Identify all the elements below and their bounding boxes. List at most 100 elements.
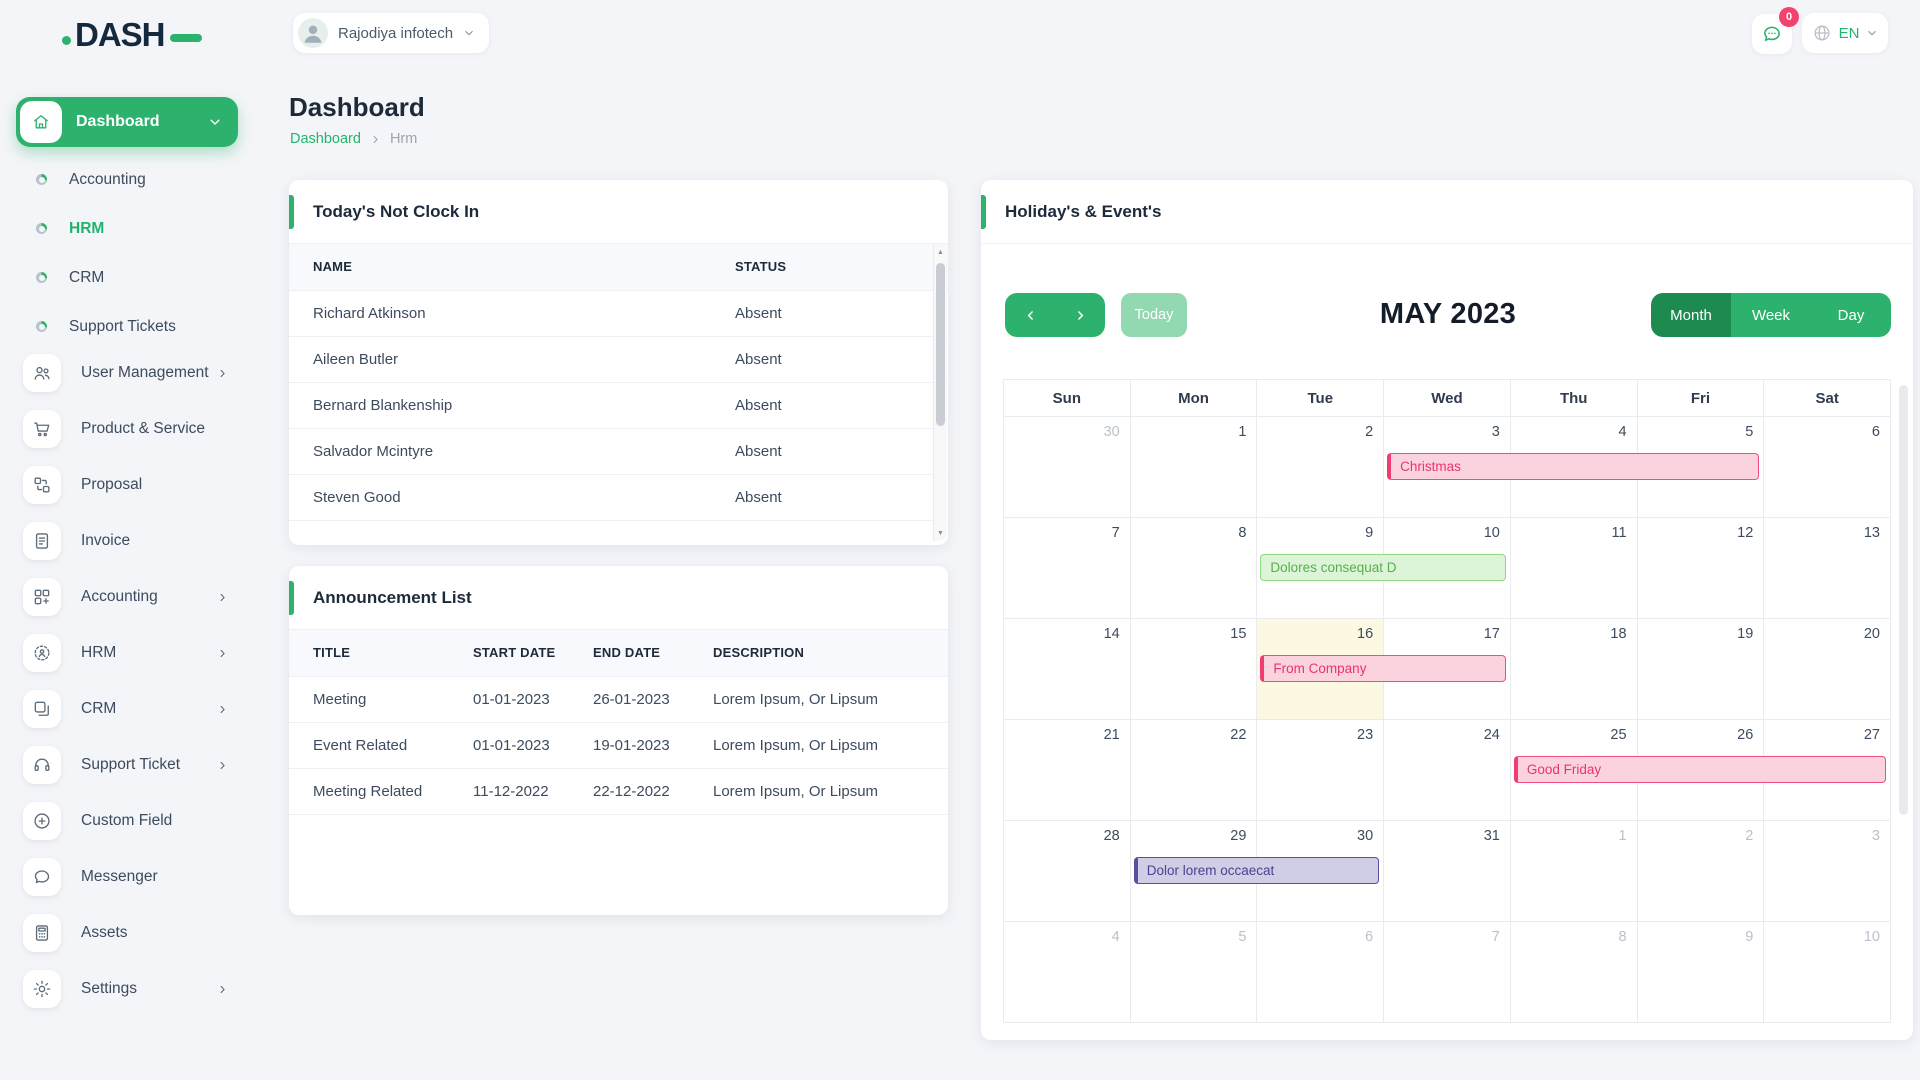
language-selector[interactable]: EN bbox=[1802, 13, 1888, 53]
day-number: 4 bbox=[1618, 424, 1627, 440]
calendar-week-row: 28 29 30 31 1 2 3 Dolor lorem occaecat bbox=[1004, 821, 1891, 922]
calendar-scrollbar[interactable] bbox=[1899, 385, 1908, 815]
scroll-down-icon[interactable]: ▼ bbox=[937, 530, 944, 537]
table-row[interactable]: Salvador Mcintyre Absent bbox=[289, 428, 948, 475]
table-row[interactable]: Aileen Butler Absent bbox=[289, 336, 948, 383]
calendar-card-header: Holiday's & Event's bbox=[981, 180, 1913, 244]
view-week-button[interactable]: Week bbox=[1731, 293, 1811, 337]
calendar-day[interactable]: 30 bbox=[1004, 417, 1131, 517]
calendar-day[interactable]: 18 bbox=[1511, 619, 1638, 719]
calendar-event-from-company[interactable]: From Company bbox=[1260, 655, 1506, 682]
calendar-day[interactable]: 12 bbox=[1638, 518, 1765, 618]
table-row[interactable]: Bernard Blankenship Absent bbox=[289, 382, 948, 429]
calendar-day[interactable]: 7 bbox=[1004, 518, 1131, 618]
calendar-day[interactable]: 23 bbox=[1257, 720, 1385, 820]
calendar-day[interactable]: 10 bbox=[1384, 518, 1511, 618]
calendar-day[interactable]: 30 bbox=[1257, 821, 1385, 921]
table-cell: Lorem Ipsum, Or Lipsum bbox=[712, 768, 948, 815]
calendar-event-good-friday[interactable]: Good Friday bbox=[1513, 756, 1886, 783]
scrollbar-thumb[interactable] bbox=[936, 263, 945, 426]
today-button[interactable]: Today bbox=[1121, 293, 1187, 337]
calendar-day[interactable]: 15 bbox=[1131, 619, 1258, 719]
calendar-day[interactable]: 6 bbox=[1764, 417, 1891, 517]
day-number: 25 bbox=[1610, 727, 1627, 743]
day-number: 26 bbox=[1737, 727, 1754, 743]
day-number: 3 bbox=[1871, 828, 1880, 844]
calendar-day[interactable]: 1 bbox=[1131, 417, 1258, 517]
calendar-day[interactable]: 5 bbox=[1131, 922, 1258, 1022]
sidebar-item-assets[interactable]: Assets bbox=[0, 905, 264, 961]
calendar-day[interactable]: 10 bbox=[1764, 922, 1891, 1022]
table-cell: Event Related bbox=[289, 722, 472, 769]
calendar-day[interactable]: 2 bbox=[1638, 821, 1765, 921]
calendar-day[interactable]: 9 bbox=[1638, 922, 1765, 1022]
chevron-right-icon bbox=[217, 368, 228, 379]
calendar-day[interactable]: 2 bbox=[1257, 417, 1385, 517]
chevron-right-icon bbox=[217, 648, 228, 659]
calendar-event-dolor-lorem-occaecat[interactable]: Dolor lorem occaecat bbox=[1133, 857, 1380, 884]
view-month-button[interactable]: Month bbox=[1651, 293, 1731, 337]
prev-month-button[interactable] bbox=[1005, 293, 1055, 337]
calendar-day[interactable]: 7 bbox=[1384, 922, 1511, 1022]
table-row[interactable]: Meeting 01-01-2023 26-01-2023 Lorem Ipsum, … bbox=[289, 676, 948, 723]
calendar-week-row: 7 8 9 10 11 12 13 Dolores consequat D bbox=[1004, 518, 1891, 619]
calendar-day[interactable]: 24 bbox=[1384, 720, 1511, 820]
sidebar-item-accounting[interactable]: Accounting bbox=[0, 569, 264, 625]
calendar-day[interactable]: 21 bbox=[1004, 720, 1131, 820]
company-selector[interactable]: Rajodiya infotech bbox=[293, 13, 490, 53]
sidebar-item-dashboard[interactable]: Dashboard bbox=[16, 97, 238, 147]
sidebar-subitem-accounting[interactable]: Accounting bbox=[0, 155, 264, 204]
table-cell: Salvador Mcintyre bbox=[289, 428, 734, 475]
sidebar-item-crm[interactable]: CRM bbox=[0, 681, 264, 737]
calendar-day[interactable]: 4 bbox=[1004, 922, 1131, 1022]
calendar-day[interactable]: 8 bbox=[1511, 922, 1638, 1022]
calendar-day[interactable]: 31 bbox=[1384, 821, 1511, 921]
sidebar-subitem-crm[interactable]: CRM bbox=[0, 253, 264, 302]
sidebar-subitem-hrm[interactable]: HRM bbox=[0, 204, 264, 253]
table-cell: 01-01-2023 bbox=[472, 676, 592, 723]
calendar-day[interactable]: 14 bbox=[1004, 619, 1131, 719]
table-row[interactable]: Event Related 01-01-2023 19-01-2023 Lorem I… bbox=[289, 722, 948, 769]
calendar-day[interactable]: 19 bbox=[1638, 619, 1765, 719]
table-scrollbar[interactable]: ▲ ▼ bbox=[933, 245, 947, 541]
calendar-event-dolores-consequat-d[interactable]: Dolores consequat D bbox=[1260, 554, 1506, 581]
sidebar-item-product-service[interactable]: Product & Service bbox=[0, 401, 264, 457]
view-day-button[interactable]: Day bbox=[1811, 293, 1891, 337]
table-row[interactable]: Richard Atkinson Absent bbox=[289, 290, 948, 337]
sidebar-item-hrm[interactable]: HRM bbox=[0, 625, 264, 681]
day-number: 1 bbox=[1618, 828, 1627, 844]
table-row[interactable]: Steven Good Absent bbox=[289, 474, 948, 521]
calendar-day[interactable]: 8 bbox=[1131, 518, 1258, 618]
calendar-day[interactable]: 3 bbox=[1764, 821, 1891, 921]
breadcrumb-dashboard-link[interactable]: Dashboard bbox=[290, 131, 361, 147]
calendar-day[interactable]: 20 bbox=[1764, 619, 1891, 719]
sidebar-item-messenger[interactable]: Messenger bbox=[0, 849, 264, 905]
app-logo[interactable]: DASH bbox=[62, 16, 202, 54]
calendar-day[interactable]: 17 bbox=[1384, 619, 1511, 719]
calendar-day[interactable]: 28 bbox=[1004, 821, 1131, 921]
sidebar-item-settings[interactable]: Settings bbox=[0, 961, 264, 1017]
sidebar-subitem-support-tickets[interactable]: Support Tickets bbox=[0, 302, 264, 351]
day-number: 9 bbox=[1745, 929, 1754, 945]
day-number: 27 bbox=[1863, 727, 1880, 743]
sidebar-item-invoice[interactable]: Invoice bbox=[0, 513, 264, 569]
calendar-day[interactable]: 5 bbox=[1638, 417, 1765, 517]
table-row[interactable]: Meeting Related 11-12-2022 22-12-2022 Lorem… bbox=[289, 768, 948, 815]
messages-button[interactable]: 0 bbox=[1752, 7, 1799, 54]
sidebar-item-custom-field[interactable]: Custom Field bbox=[0, 793, 264, 849]
workflow-icon bbox=[23, 466, 61, 504]
chevron-right-icon bbox=[217, 704, 228, 715]
calendar-day[interactable]: 6 bbox=[1257, 922, 1385, 1022]
next-month-button[interactable] bbox=[1055, 293, 1105, 337]
calendar-day[interactable]: 27 bbox=[1764, 720, 1891, 820]
calendar-event-christmas[interactable]: Christmas bbox=[1387, 453, 1760, 480]
calendar-day[interactable]: 13 bbox=[1764, 518, 1891, 618]
calendar-week-row: 14 15 16 17 18 19 20 From Company bbox=[1004, 619, 1891, 720]
calendar-day[interactable]: 22 bbox=[1131, 720, 1258, 820]
calendar-day[interactable]: 1 bbox=[1511, 821, 1638, 921]
sidebar-item-support-ticket[interactable]: Support Ticket bbox=[0, 737, 264, 793]
sidebar-item-proposal[interactable]: Proposal bbox=[0, 457, 264, 513]
calendar-day[interactable]: 11 bbox=[1511, 518, 1638, 618]
sidebar-item-user-management[interactable]: User Management bbox=[0, 345, 264, 401]
scroll-up-icon[interactable]: ▲ bbox=[937, 249, 944, 256]
